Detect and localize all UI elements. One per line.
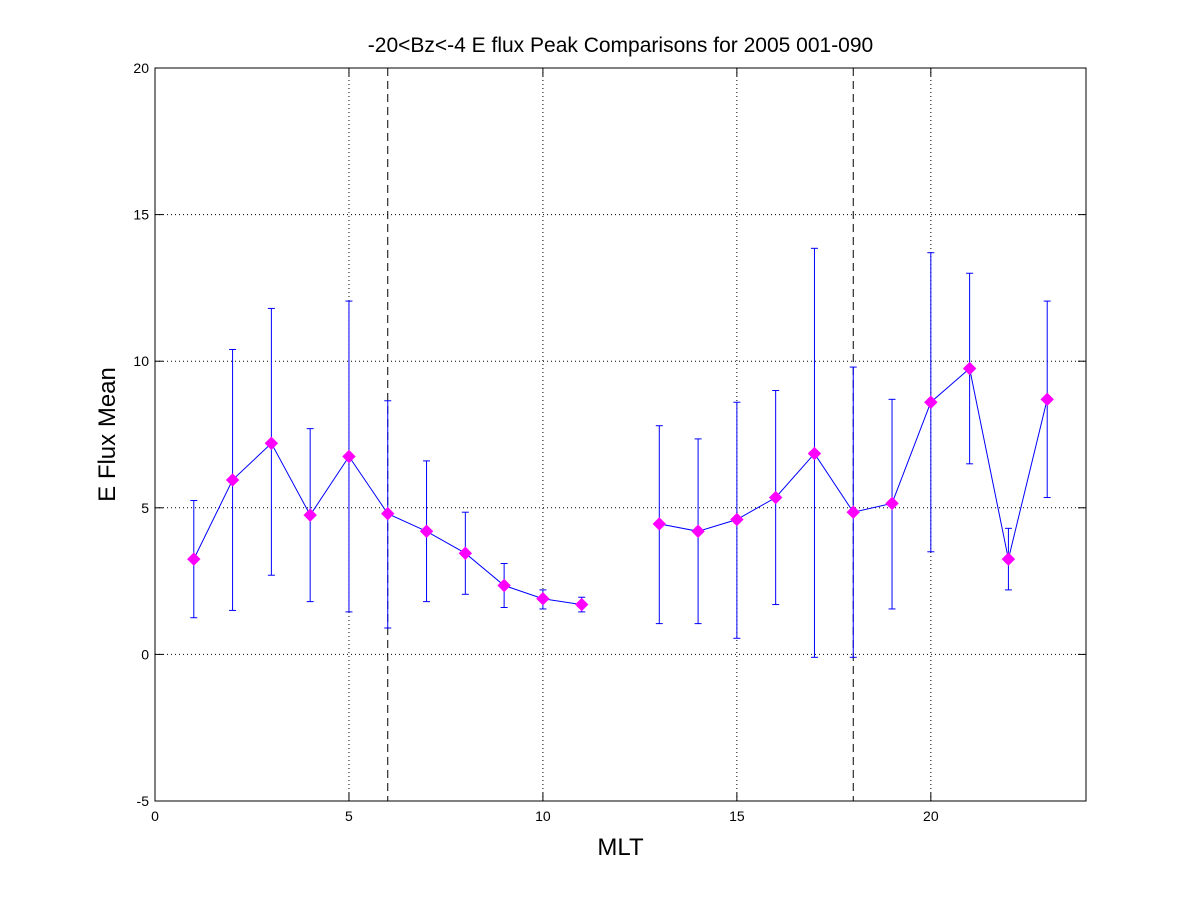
y-tick-label: 5 [141,500,149,516]
plot-area-frame [154,67,1087,802]
data-point-diamond [497,578,511,593]
data-point-diamond [342,449,356,464]
x-tick-label: 0 [151,808,159,824]
data-point-diamond [536,591,550,606]
data-point-diamond [885,496,899,511]
y-tick-label: -5 [137,793,150,809]
data-point-diamond [962,361,977,376]
chart-title: -20<Bz<-4 E flux Peak Comparisons for 20… [368,34,873,57]
y-tick-label: 20 [133,60,149,76]
y-axis-label: E Flux Mean [94,367,121,502]
data-point-diamond [846,505,860,519]
y-tick-label: 15 [133,207,149,223]
data-point-diamond [652,517,666,531]
data-point-diamond [264,436,279,451]
y-tick-labels: -5 0 5 10 15 20 [133,60,149,809]
data-point-diamond [807,446,822,461]
x-tick-label: 10 [535,808,551,824]
data-point-diamond [1001,552,1016,566]
data-point-diamond [768,490,783,505]
data-point-diamond [187,552,201,566]
x-axis-label: MLT [597,834,644,861]
series-flux-mean [187,247,1054,658]
x-tick-label: 15 [729,808,745,824]
data-point-diamond [575,597,589,612]
data-point-diamond [924,395,938,409]
y-tick-label: 0 [141,646,149,662]
data-point-diamond [419,524,434,538]
x-tick-labels: 0 5 10 15 20 [151,808,939,824]
data-point-diamond [691,524,705,538]
data-point-diamond [1040,392,1054,407]
axis-ticks [154,67,1086,802]
data-point-diamond [381,506,395,521]
data-point-diamond [303,508,317,522]
y-tick-label: 10 [133,353,149,369]
data-point-diamond [458,546,473,560]
data-point-diamond [225,473,240,487]
x-tick-label: 20 [923,808,939,824]
x-tick-label: 5 [345,808,353,824]
data-point-diamond [730,512,744,527]
